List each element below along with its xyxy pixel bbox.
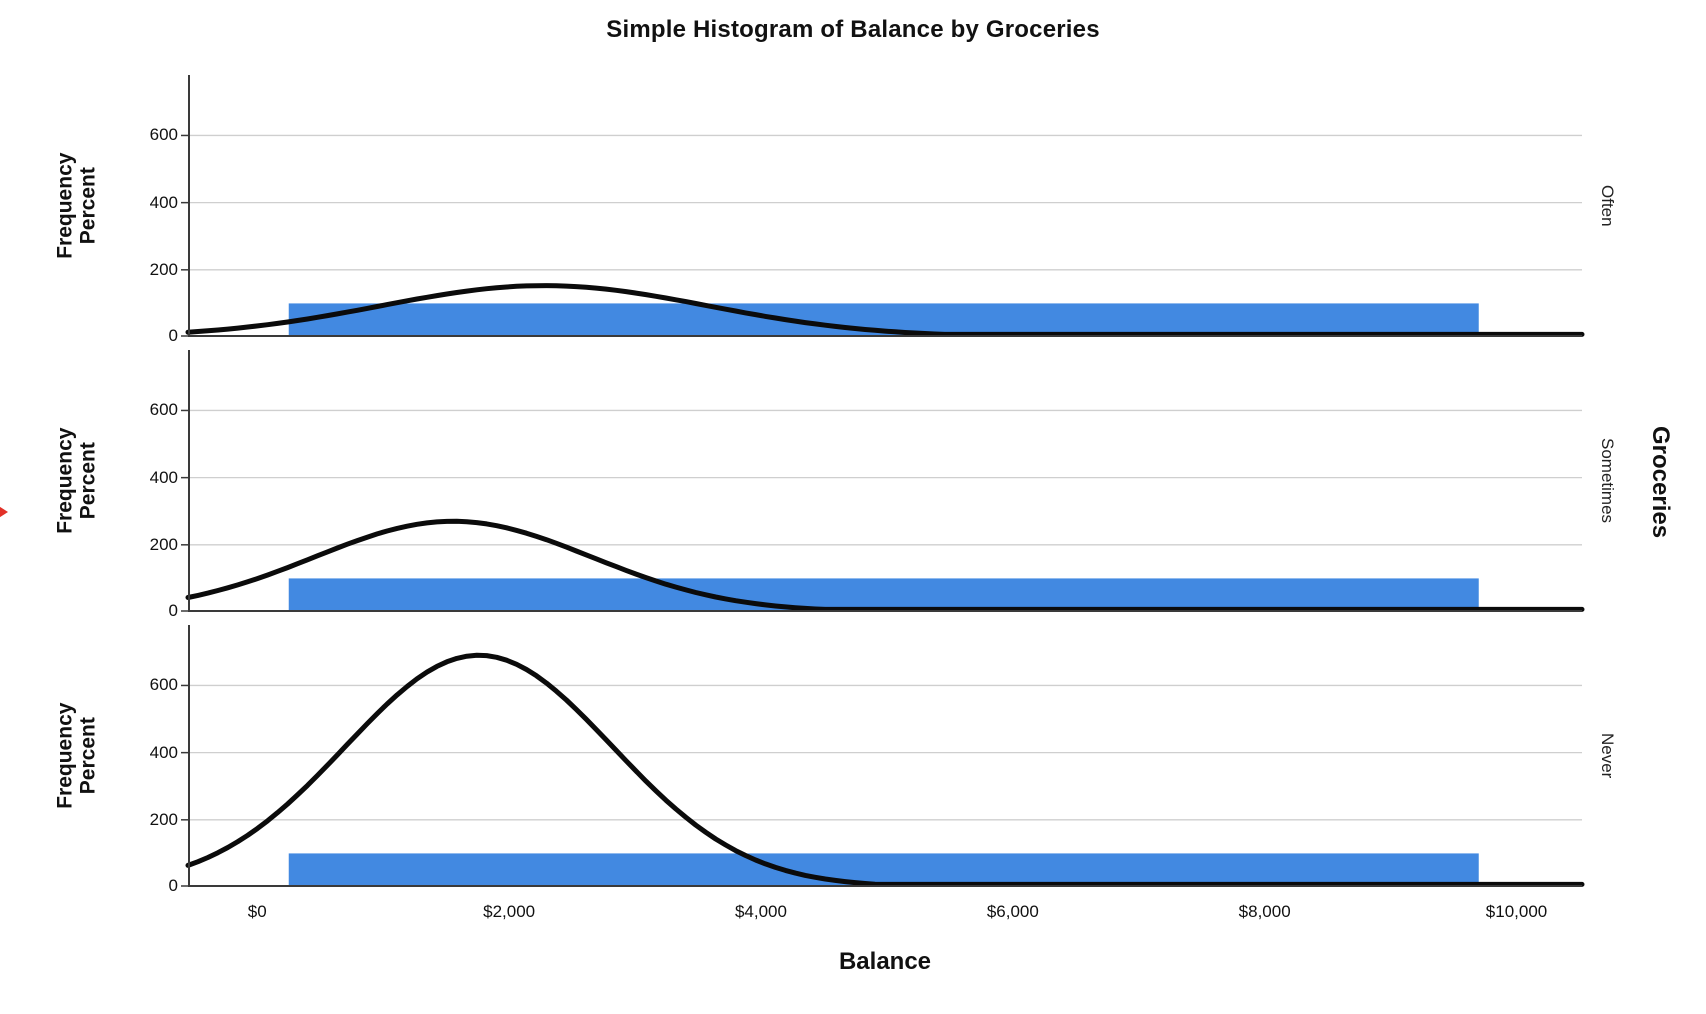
y-tick-label: 600 [149, 125, 178, 145]
y-tick-label: 200 [149, 259, 178, 279]
chart-title: Simple Histogram of Balance by Groceries [606, 16, 1100, 43]
y-axis-title: Frequency Percent [53, 152, 100, 260]
y-axis-title-wrap: Frequency Percent [38, 625, 116, 887]
y-tick-label: 400 [149, 467, 178, 487]
normal-curve-often [185, 283, 1585, 337]
y-tick-label: 0 [168, 876, 178, 895]
panel-category-label-sometimes: Sometimes [1598, 438, 1617, 524]
histogram-bar-never [288, 853, 1479, 886]
y-tick-label: 200 [149, 809, 178, 829]
panel-category-label-wrap: Sometimes [1590, 350, 1624, 612]
panel-svg-never [181, 625, 1585, 887]
x-tick-label: $10,000 [1485, 902, 1548, 921]
panel-category-label-never: Never [1598, 733, 1617, 779]
normal-curve-never [185, 652, 1585, 887]
y-tick-label: 600 [149, 675, 178, 695]
y-axis-title-wrap: Frequency Percent [38, 350, 116, 612]
x-tick-label: $6,000 [986, 902, 1039, 921]
x-axis-title: Balance [838, 948, 932, 975]
panel-category-label-often: Often [1598, 185, 1617, 227]
red-arrow-icon [0, 503, 8, 521]
x-tick-label: $4,000 [734, 902, 787, 921]
histogram-bar-sometimes [288, 578, 1479, 611]
x-tick-label: $8,000 [1238, 902, 1291, 921]
y-axis-title-wrap: Frequency Percent [38, 75, 116, 337]
y-axis-title: Frequency Percent [53, 702, 100, 810]
y-tick-label: 400 [149, 742, 178, 762]
panel-svg-often [181, 75, 1585, 337]
y-axis-title: Frequency Percent [53, 427, 100, 535]
panel-category-label-wrap: Never [1590, 625, 1624, 887]
panel-category-label-wrap: Often [1590, 75, 1624, 337]
panel-svg-sometimes [181, 350, 1585, 612]
y-tick-label: 0 [168, 326, 178, 345]
y-tick-label: 600 [149, 400, 178, 420]
panel-axis-title-wrap: Groceries [1640, 75, 1680, 889]
y-tick-label: 200 [149, 534, 178, 554]
y-tick-label: 0 [168, 601, 178, 620]
panel-axis-title: Groceries [1647, 425, 1674, 539]
x-tick-label: $0 [247, 902, 267, 921]
y-tick-label: 400 [149, 192, 178, 212]
normal-curve-sometimes [185, 518, 1585, 612]
x-tick-label: $2,000 [483, 902, 536, 921]
